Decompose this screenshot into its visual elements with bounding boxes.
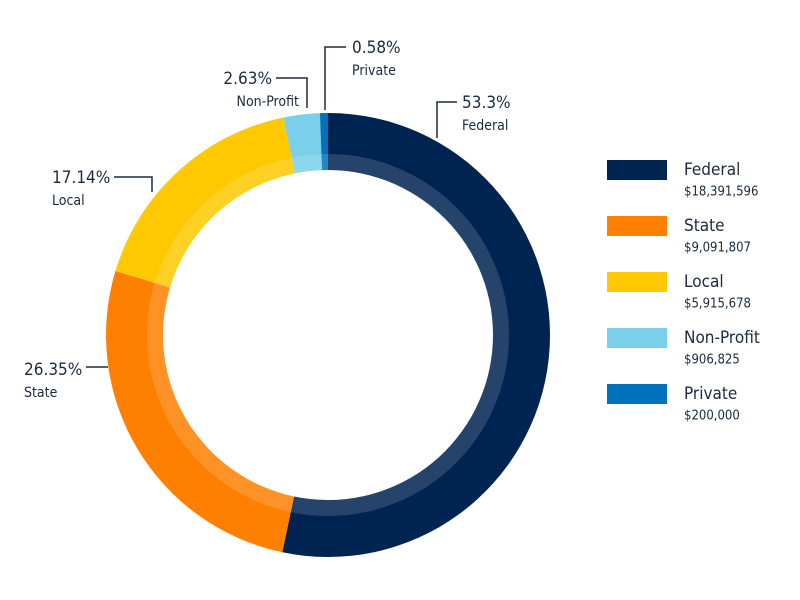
legend-label: Non-Profit	[684, 328, 760, 348]
slice	[319, 113, 328, 171]
legend-amount: $906,825	[684, 353, 740, 368]
legend-swatch	[607, 216, 667, 236]
legend-label: State	[684, 216, 724, 236]
legend-label: Federal	[684, 160, 740, 180]
labels: 53.3% Federal 26.35% State 17.14% Local 2.63% N…	[24, 38, 511, 401]
slice	[106, 271, 295, 553]
slice	[115, 117, 295, 288]
slice	[282, 113, 551, 557]
legend-label: Private	[684, 384, 737, 404]
slice	[283, 113, 322, 174]
percent-label: 53.3%	[462, 93, 511, 113]
percent-label: 0.58%	[352, 38, 401, 58]
slice-name: State	[24, 385, 58, 401]
legend-swatch	[607, 272, 667, 292]
legend-swatch	[607, 384, 667, 404]
inner-band	[147, 154, 509, 516]
slice-name: Non-Profit	[237, 94, 300, 110]
legend-amount: $5,915,678	[684, 297, 751, 312]
percent-label: 26.35%	[24, 360, 82, 380]
leader-line	[324, 46, 346, 110]
legend: Federal $18,391,596 State $9,091,807 Local $5…	[607, 160, 760, 424]
leader-line	[436, 101, 457, 138]
legend-swatch	[607, 160, 667, 180]
percent-label: 17.14%	[52, 168, 110, 188]
legend-label: Local	[684, 272, 724, 292]
donut	[106, 113, 551, 557]
legend-swatch	[607, 328, 667, 348]
leader-line	[114, 176, 153, 192]
legend-amount: $9,091,807	[684, 241, 751, 256]
percent-label: 2.63%	[223, 69, 272, 89]
legend-amount: $200,000	[684, 409, 740, 424]
leader-line	[276, 77, 308, 108]
legend-amount: $18,391,596	[684, 185, 758, 200]
slice-name: Local	[52, 193, 85, 209]
slice-name: Federal	[462, 118, 508, 134]
slice-name: Private	[352, 63, 396, 79]
